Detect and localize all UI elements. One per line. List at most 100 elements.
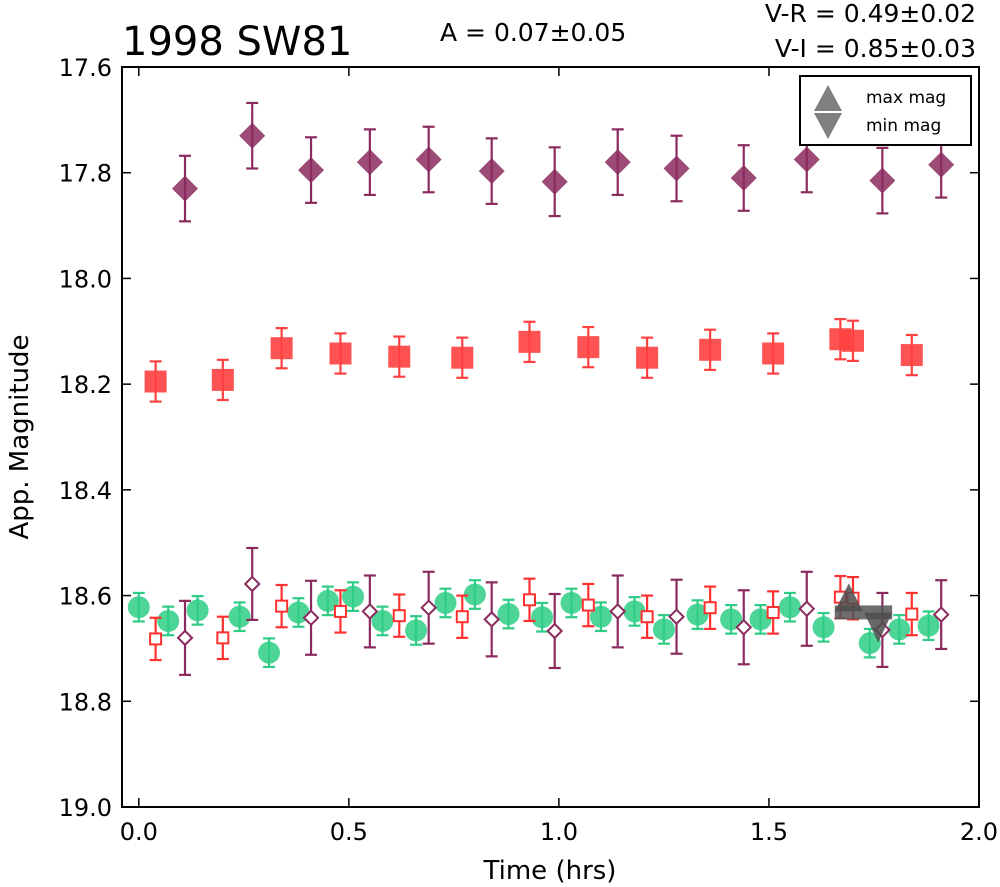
data-point [144,370,167,393]
data-point [905,607,919,621]
y-tick-label: 18.6 [59,583,112,611]
data-point [356,149,383,176]
data-point [243,575,261,593]
data-point [917,614,940,637]
y-tick-label: 17.8 [59,160,112,188]
data-point [636,346,659,369]
data-point [371,609,394,632]
x-tick-label: 1.5 [750,818,788,846]
x-tick-label: 0.5 [330,818,368,846]
series-r-band-filled [144,318,923,403]
data-point [211,368,234,391]
data-point [258,641,281,664]
data-point [497,603,520,626]
amplitude-annotation: A = 0.07±0.05 [440,18,626,47]
data-point [652,618,675,641]
data-point [609,603,627,620]
y-tick-label: 19.0 [59,794,112,822]
data-point [888,618,911,641]
data-point [329,342,352,365]
data-point [928,151,955,178]
data-point [841,329,864,352]
y-tick-label: 18.2 [59,371,112,399]
legend-label-min: min mag [866,116,941,136]
data-point [778,596,801,619]
data-point [735,618,753,636]
y-tick-label: 18.8 [59,688,112,716]
data-point [434,591,457,614]
data-point [405,619,428,642]
legend: max mag min mag [799,75,972,146]
data-point [812,616,835,639]
v-i-color-annotation: V-I = 0.85±0.03 [775,34,976,63]
chart-title: 1998 SW81 [122,19,352,65]
data-point [275,599,289,613]
data-point [546,622,564,640]
data-point [518,330,541,353]
data-point [640,610,654,624]
data-point [483,610,501,628]
data-point [762,342,785,365]
y-tick-label: 18.4 [59,477,112,505]
x-tick-label: 0.0 [120,818,158,846]
y-tick-label: 17.6 [59,54,112,82]
series-i-band-filled [172,101,955,223]
data-point [361,603,379,620]
data-point [342,585,365,608]
data-point [623,600,646,623]
data-point [668,608,685,626]
min-mag-marker [864,612,893,643]
data-point [392,609,406,623]
data-point [451,346,474,369]
x-tick-label: 1.0 [540,818,578,846]
series-i-band-open [176,546,950,676]
x-tick-label: 2.0 [960,818,998,846]
y-tick-label: 18.0 [59,265,112,293]
data-point [730,165,757,191]
data-point [463,583,486,606]
data-point [157,609,180,632]
data-point [316,589,339,612]
series-r-band-open [149,574,919,662]
data-point [420,599,438,617]
data-point [333,604,347,618]
legend-label-max: max mag [866,88,946,108]
data-point [577,336,600,359]
data-point [663,155,690,182]
data-point [172,175,199,202]
data-point [766,605,780,619]
data-point [415,146,442,173]
data-point [686,603,709,626]
data-point [560,591,583,614]
max-mag-marker [834,583,863,612]
data-point [541,168,568,195]
data-point [216,631,230,645]
data-point [186,599,209,622]
data-point [900,344,923,367]
data-point [270,337,293,360]
x-axis-label: Time (hrs) [483,856,617,886]
series-v-band [127,579,940,669]
axis-ticks: 0.0 0.5 1.0 1.5 2.0 17.6 17.8 18.0 18.2 18.4 18.6 1… [59,54,999,846]
y-axis-label: App. Magnitude [5,334,35,539]
data-point [388,345,411,368]
data-point [581,598,595,612]
data-point [798,600,816,618]
data-point [522,593,536,607]
extrema-markers [834,583,893,643]
data-point [228,605,251,628]
data-point [703,601,717,615]
data-point [455,610,469,624]
data-point [793,146,820,173]
plot-area [127,101,955,676]
data-point [720,608,743,631]
data-point [127,596,150,619]
data-point [176,629,194,647]
data-point [302,609,320,627]
data-point [699,338,722,361]
data-point [149,632,163,646]
data-point [604,149,631,176]
data-point [932,606,950,624]
v-r-color-annotation: V-R = 0.49±0.02 [765,0,976,28]
